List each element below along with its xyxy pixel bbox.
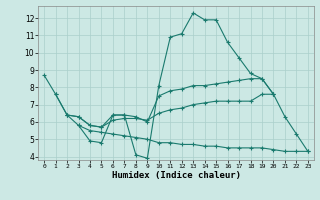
- X-axis label: Humidex (Indice chaleur): Humidex (Indice chaleur): [111, 171, 241, 180]
